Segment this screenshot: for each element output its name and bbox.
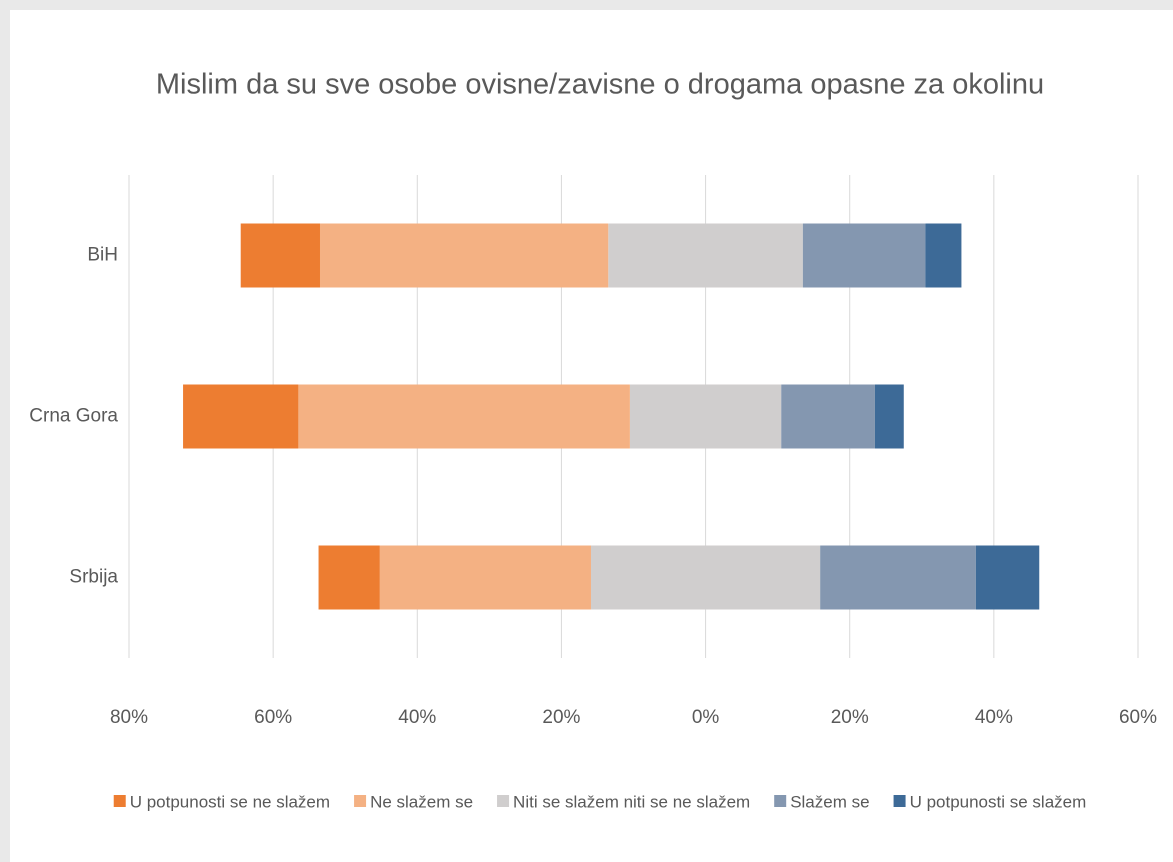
- legend-label: Niti se slažem niti se ne slažem: [513, 792, 750, 811]
- bar-segment: [608, 223, 803, 288]
- legend-label: Slažem se: [790, 792, 869, 811]
- bar-segment: [590, 545, 821, 610]
- legend-swatch: [354, 795, 367, 807]
- legend-swatch: [113, 795, 126, 807]
- x-tick-label: 20%: [542, 707, 580, 728]
- x-tick-label: 40%: [398, 707, 436, 728]
- bar-segment: [874, 384, 904, 449]
- legend-swatch: [774, 795, 787, 807]
- x-tick-label: 60%: [254, 707, 292, 728]
- bar-segment: [298, 384, 630, 449]
- category-label: Srbija: [69, 567, 118, 588]
- bar-segment: [820, 545, 976, 610]
- bar-segment: [183, 384, 299, 449]
- legend-swatch: [497, 795, 510, 807]
- bar-segment: [240, 223, 320, 288]
- bar-segment: [318, 545, 380, 610]
- category-label: BiH: [87, 245, 118, 266]
- x-tick-label: 20%: [831, 707, 869, 728]
- bar-segment: [802, 223, 926, 288]
- category-label: Crna Gora: [29, 406, 118, 427]
- bar-segment: [925, 223, 962, 288]
- bar-segment: [975, 545, 1040, 610]
- x-tick-label: 60%: [1119, 707, 1157, 728]
- legend-label: U potpunosti se slažem: [910, 792, 1087, 811]
- bar-segment: [379, 545, 591, 610]
- x-tick-label: 80%: [110, 707, 148, 728]
- bar-segment: [629, 384, 782, 449]
- bar-segment: [781, 384, 875, 449]
- legend-label: Ne slažem se: [370, 792, 473, 811]
- x-tick-label: 0%: [692, 707, 720, 728]
- chart-title: Mislim da su sve osobe ovisne/zavisne o …: [156, 69, 1044, 101]
- legend-swatch: [893, 795, 906, 807]
- x-tick-label: 40%: [975, 707, 1013, 728]
- bar-segment: [319, 223, 609, 288]
- legend-label: U potpunosti se ne slažem: [130, 792, 330, 811]
